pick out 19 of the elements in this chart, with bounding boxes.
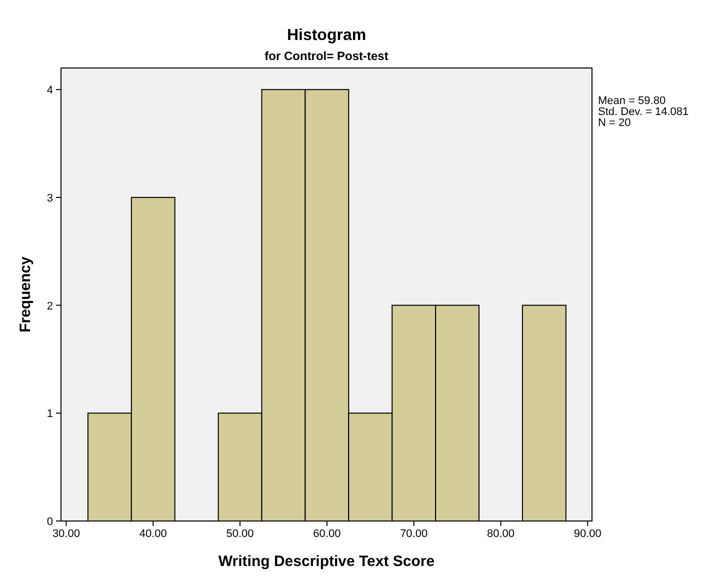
- chart-subtitle: for Control= Post-test: [264, 49, 388, 63]
- y-tick-label: 3: [46, 192, 53, 204]
- x-tick-label: 70.00: [400, 528, 428, 540]
- text: Mean = 59.80: [598, 95, 666, 107]
- x-tick-label: 90.00: [574, 528, 602, 540]
- x-tick-label: 40.00: [139, 528, 167, 540]
- y-tick-label: 0: [46, 516, 53, 528]
- x-tick-label: 80.00: [486, 528, 515, 540]
- text: Std. Dev. = 14.081: [598, 106, 689, 118]
- x-tick-label: 50.00: [226, 528, 254, 540]
- y-axis-title: Frequency: [17, 256, 34, 332]
- y-tick-label: 1: [46, 408, 53, 420]
- x-axis-title: Writing Descriptive Text Score: [218, 553, 435, 570]
- text: N = 20: [598, 117, 631, 129]
- chart-title: Histogram: [286, 27, 366, 44]
- x-tick-label: 60.00: [313, 528, 341, 540]
- x-tick-label: 30.00: [52, 528, 80, 540]
- y-tick-label: 2: [46, 300, 53, 312]
- y-tick-label: 4: [46, 84, 53, 97]
